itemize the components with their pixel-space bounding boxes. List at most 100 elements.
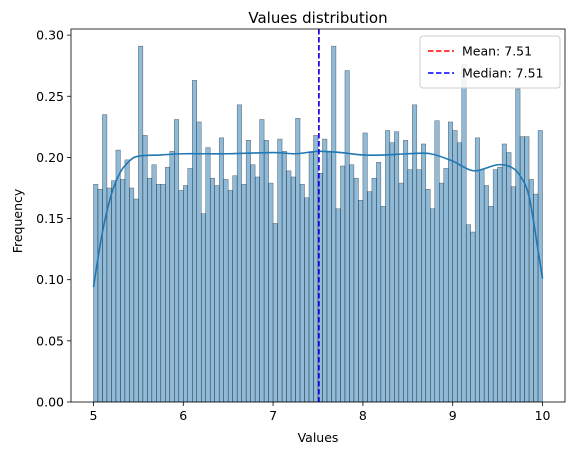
histogram-bar [510,186,516,403]
histogram-bar [506,152,512,403]
histogram-bar [218,137,224,403]
histogram-bar [196,121,202,403]
legend-label: Mean: 7.51 [462,44,532,59]
histogram-bar [147,177,153,403]
histogram-bar [443,168,449,403]
y-tick-label: 0.30 [36,28,64,43]
histogram-bar [421,143,427,403]
x-tick-label: 8 [359,408,367,423]
histogram-bar [209,177,215,403]
histogram-bar [102,114,108,403]
histogram-bar [407,169,413,403]
histogram-bar [434,120,440,403]
histogram-bar [425,188,431,403]
histogram-bar [524,136,530,403]
histogram-bar [111,180,117,403]
histogram-bar [214,185,220,403]
histogram-bar [129,187,135,403]
histogram-bar [322,138,328,403]
histogram-bar [497,166,503,403]
histogram-bar [430,208,436,403]
x-tick-label: 10 [535,408,551,423]
histogram-bar [241,184,247,403]
histogram-bar [403,140,409,403]
histogram-bar [138,45,144,403]
histogram-bar [295,118,301,403]
histogram-bar [380,206,386,403]
histogram-bar [344,70,350,403]
histogram-bar [483,185,489,403]
histogram-bar [299,184,305,403]
histogram-bar [394,131,400,403]
histogram-bar [245,140,251,403]
kde-group [92,150,544,288]
histogram-bar [187,168,193,403]
histogram-bar [97,188,103,403]
histogram-bar [492,169,498,403]
histogram-bar [120,179,126,403]
histogram-bar [133,198,139,403]
histogram-bar [465,224,471,403]
histogram-bar [367,191,373,403]
histogram-bar [223,179,229,403]
histogram-bar [268,182,274,403]
histogram-bar [398,182,404,403]
y-tick-label: 0.05 [36,333,64,348]
legend-label: Median: 7.51 [462,66,543,81]
histogram-bar [165,166,171,403]
histogram-bar [115,149,121,403]
histogram-bar [313,135,319,403]
x-tick-label: 9 [449,408,457,423]
histogram-bar [340,165,346,403]
histogram-bar [447,121,453,403]
histogram-bar [160,184,166,403]
x-tick-label: 6 [179,408,187,423]
histogram-bar [142,135,148,403]
histogram-bar [358,199,364,403]
kde-line [92,150,544,288]
legend-box [419,35,561,89]
histogram-bar [281,151,287,403]
histogram-bar [250,164,256,403]
histogram-bar [178,190,184,403]
histogram-bar [474,137,480,403]
histogram-bar [412,104,418,403]
histogram-bar [272,223,278,403]
axes-group: 5 6 7 8 9 10 0.00 0.05 0.10 0.15 0.20 0.25 0.30 [36,28,566,423]
histogram-bar [416,169,422,403]
histogram-bar [304,197,310,403]
histogram-bar [385,130,391,403]
histogram-bar [277,138,283,403]
histogram-bar [200,213,206,403]
histogram-bar [515,88,521,403]
histogram-bar [286,170,292,403]
histogram-bar [456,142,462,403]
y-tick-label: 0.00 [36,395,64,410]
histogram-bar [349,164,355,403]
histogram-bar [263,140,269,403]
histogram-bar [254,176,260,403]
chart-title: Values distribution [248,9,387,27]
histogram-bar [227,190,233,403]
bars-group [93,45,543,403]
histogram-bar [232,175,238,403]
histogram-bar [439,182,444,403]
y-tick-label: 0.20 [36,150,64,165]
histogram-bar [308,152,314,403]
y-axis-label: Frequency [10,188,25,253]
histogram-bar [192,80,197,403]
histogram-bar [326,151,332,403]
histogram-bar [290,176,296,403]
histogram-bar [93,184,99,403]
histogram-bar [106,187,112,403]
x-axis-label: Values [298,430,339,445]
histogram-bar [362,132,368,403]
histogram-bar [452,130,458,403]
histogram-bar [174,119,180,403]
histogram-bar [205,147,211,403]
histogram-bar [353,177,359,403]
plot-frame [70,28,566,403]
histogram-bar [151,164,157,403]
histogram-bar [183,185,189,403]
